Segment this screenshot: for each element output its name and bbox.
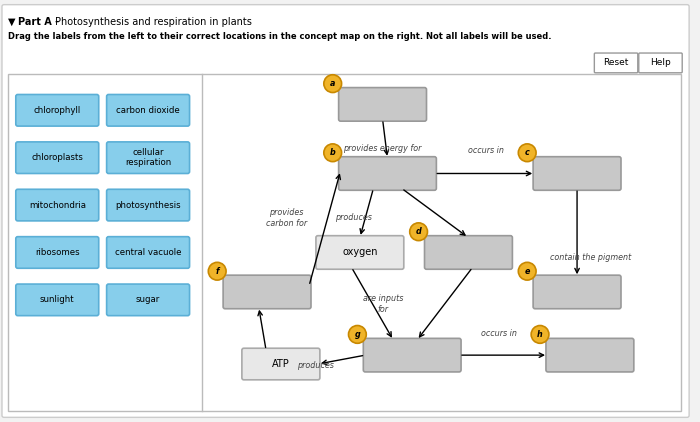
Text: provides energy for: provides energy for [343, 144, 421, 153]
Text: chloroplasts: chloroplasts [32, 153, 83, 162]
Text: cellular
respiration: cellular respiration [125, 148, 172, 168]
Circle shape [324, 75, 342, 92]
Text: Reset: Reset [603, 58, 629, 68]
Text: photosynthesis: photosynthesis [116, 200, 181, 210]
Text: Part A -: Part A - [18, 16, 59, 27]
Text: ribosomes: ribosomes [35, 248, 80, 257]
Circle shape [324, 144, 342, 162]
Text: Drag the labels from the left to their correct locations in the concept map on t: Drag the labels from the left to their c… [8, 32, 552, 41]
FancyBboxPatch shape [639, 53, 682, 73]
Text: sugar: sugar [136, 295, 160, 304]
Text: contain the pigment: contain the pigment [550, 253, 631, 262]
Text: b: b [330, 148, 335, 157]
FancyBboxPatch shape [424, 235, 512, 269]
FancyBboxPatch shape [339, 88, 426, 121]
Circle shape [209, 262, 226, 280]
FancyBboxPatch shape [16, 142, 99, 173]
Circle shape [518, 262, 536, 280]
Text: Photosynthesis and respiration in plants: Photosynthesis and respiration in plants [55, 16, 252, 27]
Text: chlorophyll: chlorophyll [34, 106, 81, 115]
Text: occurs in: occurs in [468, 146, 504, 155]
Text: produces: produces [298, 360, 335, 370]
FancyBboxPatch shape [16, 95, 99, 126]
Text: d: d [416, 227, 421, 236]
Text: sunlight: sunlight [40, 295, 75, 304]
Circle shape [410, 223, 428, 241]
Text: occurs in: occurs in [481, 329, 517, 338]
Circle shape [531, 325, 549, 343]
Text: c: c [525, 148, 530, 157]
FancyBboxPatch shape [106, 189, 190, 221]
Text: carbon dioxide: carbon dioxide [116, 106, 180, 115]
FancyBboxPatch shape [363, 338, 461, 372]
FancyBboxPatch shape [8, 74, 681, 411]
Text: central vacuole: central vacuole [115, 248, 181, 257]
Text: ATP: ATP [272, 359, 290, 369]
FancyBboxPatch shape [106, 142, 190, 173]
Text: mitochondria: mitochondria [29, 200, 86, 210]
FancyBboxPatch shape [316, 235, 404, 269]
FancyBboxPatch shape [106, 284, 190, 316]
Circle shape [518, 144, 536, 162]
Circle shape [349, 325, 366, 343]
Text: oxygen: oxygen [342, 247, 377, 257]
Text: e: e [524, 267, 530, 276]
Text: f: f [216, 267, 219, 276]
FancyBboxPatch shape [223, 275, 311, 309]
FancyBboxPatch shape [2, 5, 689, 417]
FancyBboxPatch shape [533, 157, 621, 190]
FancyBboxPatch shape [533, 275, 621, 309]
FancyBboxPatch shape [16, 237, 99, 268]
FancyBboxPatch shape [106, 237, 190, 268]
Text: provides
carbon for: provides carbon for [266, 208, 307, 227]
Text: ▼: ▼ [8, 16, 15, 27]
FancyBboxPatch shape [546, 338, 634, 372]
Text: h: h [537, 330, 543, 339]
Text: produces: produces [335, 214, 372, 222]
Text: g: g [354, 330, 360, 339]
FancyBboxPatch shape [106, 95, 190, 126]
FancyBboxPatch shape [339, 157, 436, 190]
FancyBboxPatch shape [594, 53, 638, 73]
FancyBboxPatch shape [16, 189, 99, 221]
Text: Help: Help [650, 58, 671, 68]
FancyBboxPatch shape [242, 348, 320, 380]
Text: are inputs
for: are inputs for [363, 294, 403, 314]
FancyBboxPatch shape [16, 284, 99, 316]
Text: a: a [330, 79, 335, 88]
